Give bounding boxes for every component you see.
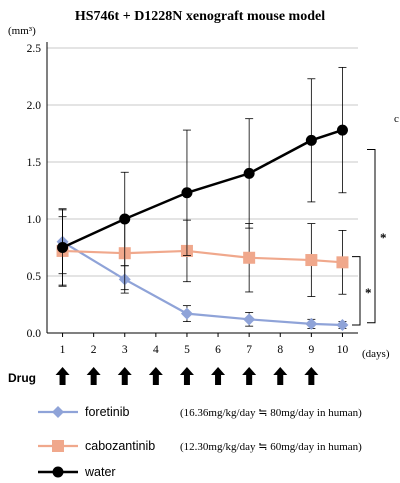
y-axis-unit: (mm³) bbox=[8, 25, 36, 37]
drug-dosing-arrows bbox=[55, 367, 319, 385]
point-water-2 bbox=[181, 187, 193, 199]
legend-dose-cabozantinib: (12.30mg/kg/day ≒ 60mg/day in human) bbox=[180, 441, 362, 453]
legend-dose-foretinib: (16.36mg/kg/day ≒ 80mg/day in human) bbox=[180, 407, 362, 419]
legend-marker-water bbox=[52, 466, 64, 478]
significance-label-1: * bbox=[365, 285, 372, 300]
legend-marker-foretinib bbox=[52, 406, 64, 418]
bracket-1 bbox=[352, 256, 361, 326]
point-water-4 bbox=[305, 134, 317, 146]
point-water-0 bbox=[57, 242, 69, 253]
legend-label-foretinib: foretinib bbox=[85, 405, 130, 419]
legend-marker-cabozantinib bbox=[52, 440, 64, 452]
dose-arrow-day-2 bbox=[86, 367, 101, 385]
y-tick-labels: 0.0 0.5 1.0 1.5 2.0 2.5 bbox=[27, 43, 42, 340]
x-tick-label-9: 10 bbox=[337, 344, 349, 356]
significance-label-0: * bbox=[380, 230, 387, 245]
point-water-1 bbox=[119, 213, 131, 225]
x-tick-label-0: 1 bbox=[60, 344, 66, 356]
series-water bbox=[57, 66, 348, 287]
dose-arrow-day-1 bbox=[55, 367, 70, 385]
y-tick-label-4: 2.0 bbox=[27, 100, 42, 112]
point-cabozantinib-5 bbox=[336, 256, 349, 269]
legend-label-cabozantinib: cabozantinib bbox=[85, 439, 155, 453]
point-cabozantinib-3 bbox=[243, 251, 256, 264]
series-cabozantinib bbox=[56, 216, 349, 297]
x-tick-label-5: 6 bbox=[215, 344, 221, 356]
grid-lines bbox=[47, 47, 358, 277]
dose-arrow-day-4 bbox=[148, 367, 163, 385]
x-tick-label-8: 9 bbox=[308, 344, 314, 356]
dose-arrow-day-3 bbox=[117, 367, 132, 385]
y-tick-label-3: 1.5 bbox=[27, 157, 42, 169]
bracket-0 bbox=[367, 148, 376, 324]
y-tick-label-5: 2.5 bbox=[27, 43, 42, 55]
x-tick-label-1: 2 bbox=[91, 344, 97, 356]
point-foretinib-2 bbox=[180, 307, 193, 320]
significance-brackets: ** bbox=[352, 148, 387, 326]
axes bbox=[46, 42, 358, 337]
x-tick-label-6: 7 bbox=[246, 344, 252, 356]
series-line-water bbox=[62, 128, 343, 249]
point-water-3 bbox=[243, 167, 255, 179]
x-tick-label-3: 4 bbox=[153, 344, 159, 356]
drug-label: Drug bbox=[8, 371, 36, 385]
series-line-foretinib bbox=[61, 240, 343, 327]
y-tick-label-0: 0.0 bbox=[27, 328, 42, 340]
x-tick-label-4: 5 bbox=[184, 344, 190, 356]
point-cabozantinib-4 bbox=[305, 254, 318, 267]
dose-arrow-day-5 bbox=[179, 367, 194, 385]
series-line-cabozantinib bbox=[62, 249, 343, 264]
dose-arrow-day-6 bbox=[211, 367, 226, 385]
dose-arrow-day-8 bbox=[273, 367, 288, 385]
y-tick-label-1: 0.5 bbox=[27, 271, 42, 283]
chart-title: HS746t + D1228N xenograft mouse model bbox=[75, 9, 325, 24]
dose-arrow-day-7 bbox=[242, 367, 257, 385]
point-foretinib-3 bbox=[243, 313, 256, 326]
edge-label: c bbox=[394, 113, 399, 125]
legend-label-water: water bbox=[84, 465, 116, 479]
point-foretinib-4 bbox=[305, 317, 318, 330]
series-foretinib bbox=[56, 209, 349, 332]
x-tick-label-2: 3 bbox=[122, 344, 128, 356]
dose-arrow-day-9 bbox=[304, 367, 319, 385]
point-foretinib-5 bbox=[336, 319, 349, 332]
x-tick-labels: 1 2 3 4 5 6 7 8 9 10 bbox=[60, 344, 349, 356]
x-tick-label-7: 8 bbox=[277, 344, 283, 356]
series-group bbox=[56, 66, 349, 332]
point-water-5 bbox=[336, 124, 348, 136]
legend: foretinib (16.36mg/kg/day ≒ 80mg/day in h… bbox=[38, 405, 362, 479]
y-tick-label-2: 1.0 bbox=[27, 214, 42, 226]
x-axis-unit: (days) bbox=[362, 348, 390, 360]
